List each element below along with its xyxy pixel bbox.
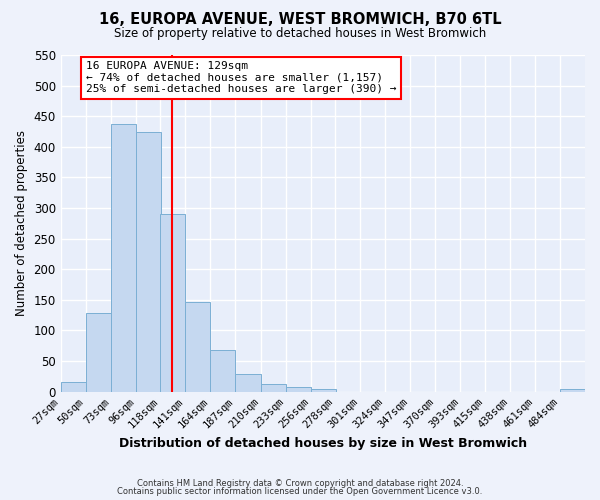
Bar — [86, 314, 111, 392]
Bar — [211, 350, 235, 392]
Bar — [235, 374, 260, 392]
Bar — [111, 124, 136, 392]
Text: 16 EUROPA AVENUE: 129sqm
← 74% of detached houses are smaller (1,157)
25% of sem: 16 EUROPA AVENUE: 129sqm ← 74% of detach… — [86, 61, 396, 94]
Text: Contains public sector information licensed under the Open Government Licence v3: Contains public sector information licen… — [118, 487, 482, 496]
Bar — [286, 388, 311, 392]
Bar — [560, 388, 585, 392]
X-axis label: Distribution of detached houses by size in West Bromwich: Distribution of detached houses by size … — [119, 437, 527, 450]
Bar — [160, 214, 185, 392]
Bar — [185, 302, 211, 392]
Bar — [136, 132, 161, 392]
Text: 16, EUROPA AVENUE, WEST BROMWICH, B70 6TL: 16, EUROPA AVENUE, WEST BROMWICH, B70 6T… — [98, 12, 502, 28]
Bar — [260, 384, 286, 392]
Text: Contains HM Land Registry data © Crown copyright and database right 2024.: Contains HM Land Registry data © Crown c… — [137, 478, 463, 488]
Bar — [311, 389, 336, 392]
Bar — [61, 382, 86, 392]
Text: Size of property relative to detached houses in West Bromwich: Size of property relative to detached ho… — [114, 28, 486, 40]
Y-axis label: Number of detached properties: Number of detached properties — [15, 130, 28, 316]
